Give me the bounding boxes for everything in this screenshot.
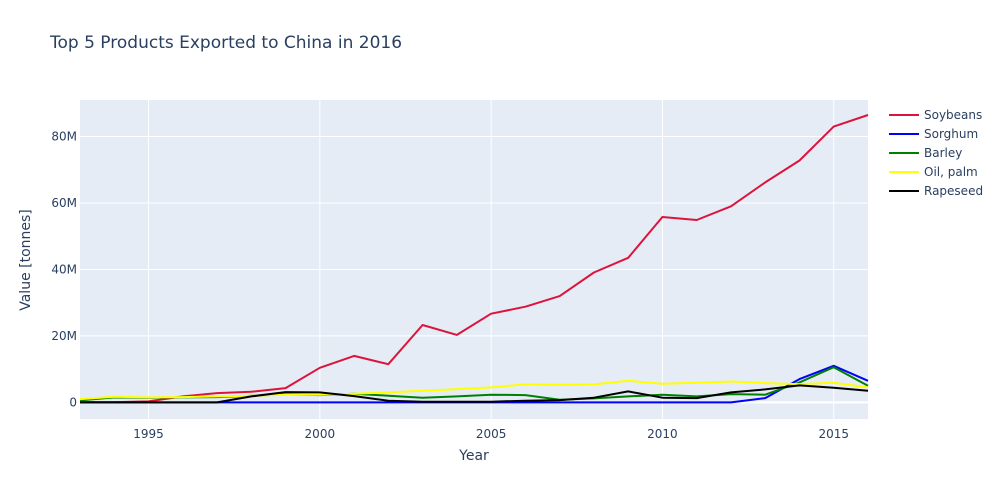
x-tick-label: 2005: [476, 427, 507, 441]
legend-label: Soybeans: [924, 108, 982, 122]
series-line-soybeans: [80, 114, 869, 404]
plot-background: [80, 100, 868, 419]
axis-ticks: 1995 2000 2005 2010 2015 0 20M 40M 60M 80M: [51, 130, 849, 441]
x-tick-label: 1995: [133, 427, 164, 441]
legend-label: Rapeseed: [924, 184, 983, 198]
x-tick-label: 2015: [818, 427, 849, 441]
legend-item[interactable]: Barley: [889, 146, 962, 160]
gridlines: [80, 100, 868, 419]
chart-title: Top 5 Products Exported to China in 2016: [50, 33, 403, 53]
legend-label: Barley: [924, 146, 962, 160]
legend-item[interactable]: Rapeseed: [889, 184, 983, 198]
legend-label: Oil, palm: [924, 165, 978, 179]
series-line-rapeseed: [80, 384, 869, 404]
x-tick-label: 2000: [305, 427, 336, 441]
series-line-oil-palm: [79, 379, 869, 401]
x-axis-title: Year: [458, 448, 489, 464]
y-tick-label: 20M: [51, 329, 77, 343]
y-tick-label: 40M: [51, 262, 77, 276]
y-axis-title: Value [tonnes]: [18, 209, 34, 311]
x-tick-label: 2010: [647, 427, 678, 441]
series-lines: [79, 114, 869, 404]
legend-item[interactable]: Sorghum: [889, 127, 978, 141]
y-tick-label: 60M: [51, 196, 77, 210]
y-tick-label: 80M: [51, 130, 77, 144]
y-tick-label: 0: [69, 395, 77, 409]
legend-item[interactable]: Soybeans: [889, 108, 982, 122]
legend-item[interactable]: Oil, palm: [889, 165, 978, 179]
legend-label: Sorghum: [924, 127, 978, 141]
legend[interactable]: Soybeans Sorghum Barley Oil, palm Rapeseed: [889, 108, 983, 198]
